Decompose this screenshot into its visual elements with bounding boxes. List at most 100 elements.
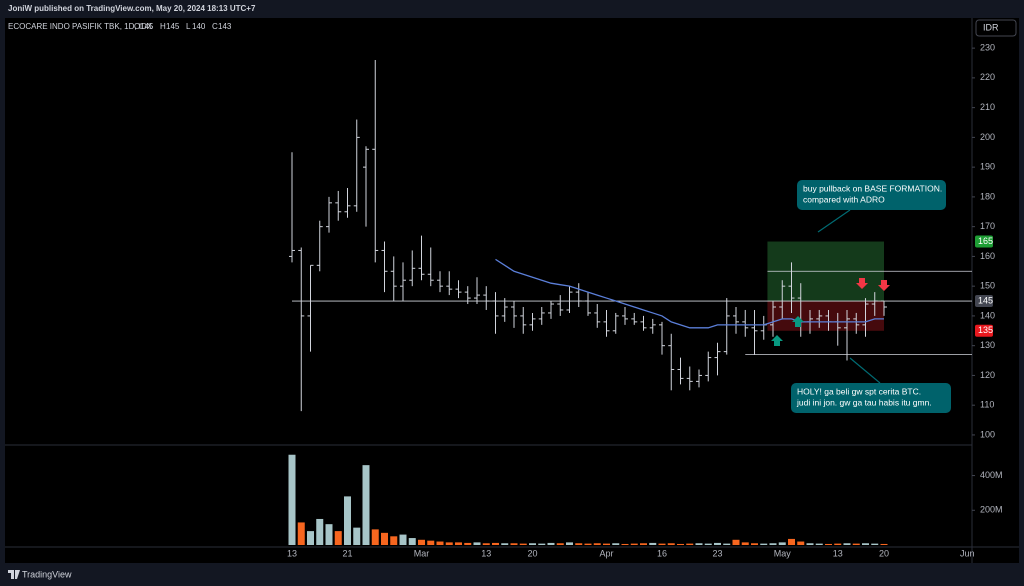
volume-bar: [741, 542, 749, 545]
volume-bar: [862, 543, 869, 545]
y-tick-label: 170: [980, 221, 995, 231]
legend-key: C: [212, 22, 218, 31]
volume-bar: [751, 543, 758, 545]
x-tick-label: 13: [287, 548, 297, 558]
volume-bar: [418, 539, 425, 545]
volume-bar: [834, 543, 842, 545]
price-label-bg: [975, 324, 993, 337]
x-tick-label: Apr: [599, 548, 613, 558]
volume-tick-label: 200M: [980, 505, 1003, 515]
x-tick-label: Jun: [960, 548, 975, 558]
callout-pointer: [817, 209, 851, 233]
volume-bar: [603, 543, 610, 545]
y-tick-label: 180: [980, 191, 995, 201]
legend-key: O: [134, 22, 140, 31]
volume-bar: [778, 542, 786, 545]
volume-bar: [316, 518, 324, 545]
y-tick-label: 110: [980, 400, 994, 410]
arrow: [878, 280, 890, 291]
x-tick-label: 21: [342, 548, 352, 558]
currency-button[interactable]: [975, 19, 1017, 37]
moving-average: [495, 258, 884, 329]
legend-key: L: [186, 22, 191, 31]
price-label-bg: [975, 235, 993, 248]
footer: TradingView: [22, 569, 72, 579]
volume-bar: [399, 534, 407, 545]
volume-tick-label: 400M: [980, 470, 1003, 480]
callout-pointer: [849, 357, 881, 384]
currency[interactable]: IDR: [983, 22, 999, 32]
volume-bar: [732, 539, 740, 545]
price-label-bg: [975, 295, 993, 308]
y-tick-label: 220: [980, 72, 995, 82]
volume-bar: [686, 543, 694, 545]
volume-bar: [556, 543, 564, 545]
callout-box: [791, 383, 951, 413]
volume-bar: [371, 529, 379, 545]
volume-bar: [667, 543, 675, 545]
y-tick-label: 230: [980, 42, 995, 52]
x-tick-label: 20: [879, 548, 889, 558]
x-tick-label: Mar: [414, 548, 430, 558]
volume-bar: [344, 496, 351, 545]
price-label: 145: [978, 295, 993, 305]
volume-bar: [288, 454, 296, 545]
volume-bar: [871, 543, 879, 545]
legend-value: 143: [218, 22, 232, 31]
volume-bar: [760, 543, 768, 545]
callout-text: buy pullback on BASE FORMATION.: [803, 183, 942, 193]
arrow: [792, 316, 804, 327]
x-tick-label: 23: [712, 548, 722, 558]
volume-bar: [769, 543, 777, 545]
volume-bar: [714, 542, 721, 545]
volume-bar: [492, 542, 499, 545]
volume-bar: [455, 542, 462, 545]
volume-bar: [825, 543, 832, 545]
volume-bar: [649, 542, 657, 545]
volume-bar: [464, 542, 472, 545]
volume-bar: [362, 465, 370, 545]
callout-text: judi ini jon. gw ga tau habis itu gmn.: [796, 397, 932, 407]
y-tick-label: 190: [980, 162, 995, 172]
logo: [8, 570, 20, 579]
volume-bar: [843, 543, 851, 545]
y-tick-label: 120: [980, 370, 995, 380]
volume-bar: [575, 543, 583, 545]
volume-bar: [612, 543, 620, 545]
ohlc-legend: O 145 H 145 L 140 C 143: [134, 22, 232, 31]
volume-bar: [473, 542, 481, 545]
chart-title: ECOCARE INDO PASIFIK TBK, 1D, IDX: [8, 22, 153, 31]
volume-bar: [723, 543, 731, 545]
callout-box: [797, 180, 946, 210]
x-tick-label: 13: [833, 548, 843, 558]
callout-text: HOLY! ga beli gw spt cerita BTC.: [797, 386, 921, 396]
volume-bar: [436, 541, 444, 545]
y-tick-label: 100: [980, 429, 995, 439]
volume-bar: [445, 542, 453, 545]
volume-bar: [390, 536, 398, 545]
arrow: [771, 335, 783, 346]
volume-bar: [381, 532, 388, 545]
volume-bar: [788, 538, 795, 545]
volume-bar: [815, 543, 823, 545]
y-tick-label: 130: [980, 340, 995, 350]
volume-bar: [584, 543, 592, 545]
volume-bar: [806, 543, 814, 545]
price-label: 165: [978, 236, 993, 246]
volume-bar: [677, 543, 684, 545]
volume-bar: [307, 531, 314, 545]
price-label: 135: [978, 325, 993, 335]
y-tick-label: 150: [980, 281, 995, 291]
volume-bar: [519, 543, 527, 545]
volume-bar: [704, 543, 712, 545]
volume-bar: [852, 543, 860, 545]
x-tick-label: May: [774, 548, 792, 558]
legend-value: 140: [192, 22, 206, 31]
y-tick-label: 210: [980, 102, 995, 112]
x-tick-label: 13: [481, 548, 491, 558]
x-tick-label: 16: [657, 548, 667, 558]
volume-bar: [510, 543, 518, 545]
callout-text: compared with ADRO: [803, 194, 885, 204]
legend-value: 145: [140, 22, 154, 31]
